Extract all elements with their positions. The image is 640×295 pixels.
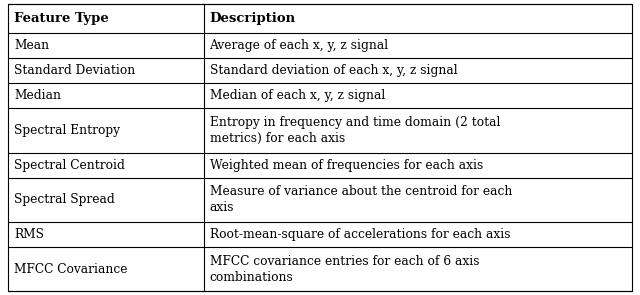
Text: Average of each x, y, z signal: Average of each x, y, z signal — [209, 39, 388, 52]
Text: MFCC Covariance: MFCC Covariance — [14, 263, 127, 276]
Text: Spectral Spread: Spectral Spread — [14, 194, 115, 206]
Text: Median: Median — [14, 89, 61, 102]
Text: Description: Description — [209, 12, 296, 24]
Text: Spectral Centroid: Spectral Centroid — [14, 159, 125, 172]
Text: MFCC covariance entries for each of 6 axis
combinations: MFCC covariance entries for each of 6 ax… — [209, 255, 479, 284]
Text: Mean: Mean — [14, 39, 49, 52]
Text: RMS: RMS — [14, 228, 44, 241]
Text: Entropy in frequency and time domain (2 total
metrics) for each axis: Entropy in frequency and time domain (2 … — [209, 116, 500, 145]
Text: Standard Deviation: Standard Deviation — [14, 64, 135, 77]
Text: Root-mean-square of accelerations for each axis: Root-mean-square of accelerations for ea… — [209, 228, 510, 241]
Text: Measure of variance about the centroid for each
axis: Measure of variance about the centroid f… — [209, 185, 512, 214]
Text: Feature Type: Feature Type — [14, 12, 109, 24]
Text: Weighted mean of frequencies for each axis: Weighted mean of frequencies for each ax… — [209, 159, 483, 172]
Text: Standard deviation of each x, y, z signal: Standard deviation of each x, y, z signa… — [209, 64, 457, 77]
Text: Spectral Entropy: Spectral Entropy — [14, 124, 120, 137]
Text: Median of each x, y, z signal: Median of each x, y, z signal — [209, 89, 385, 102]
